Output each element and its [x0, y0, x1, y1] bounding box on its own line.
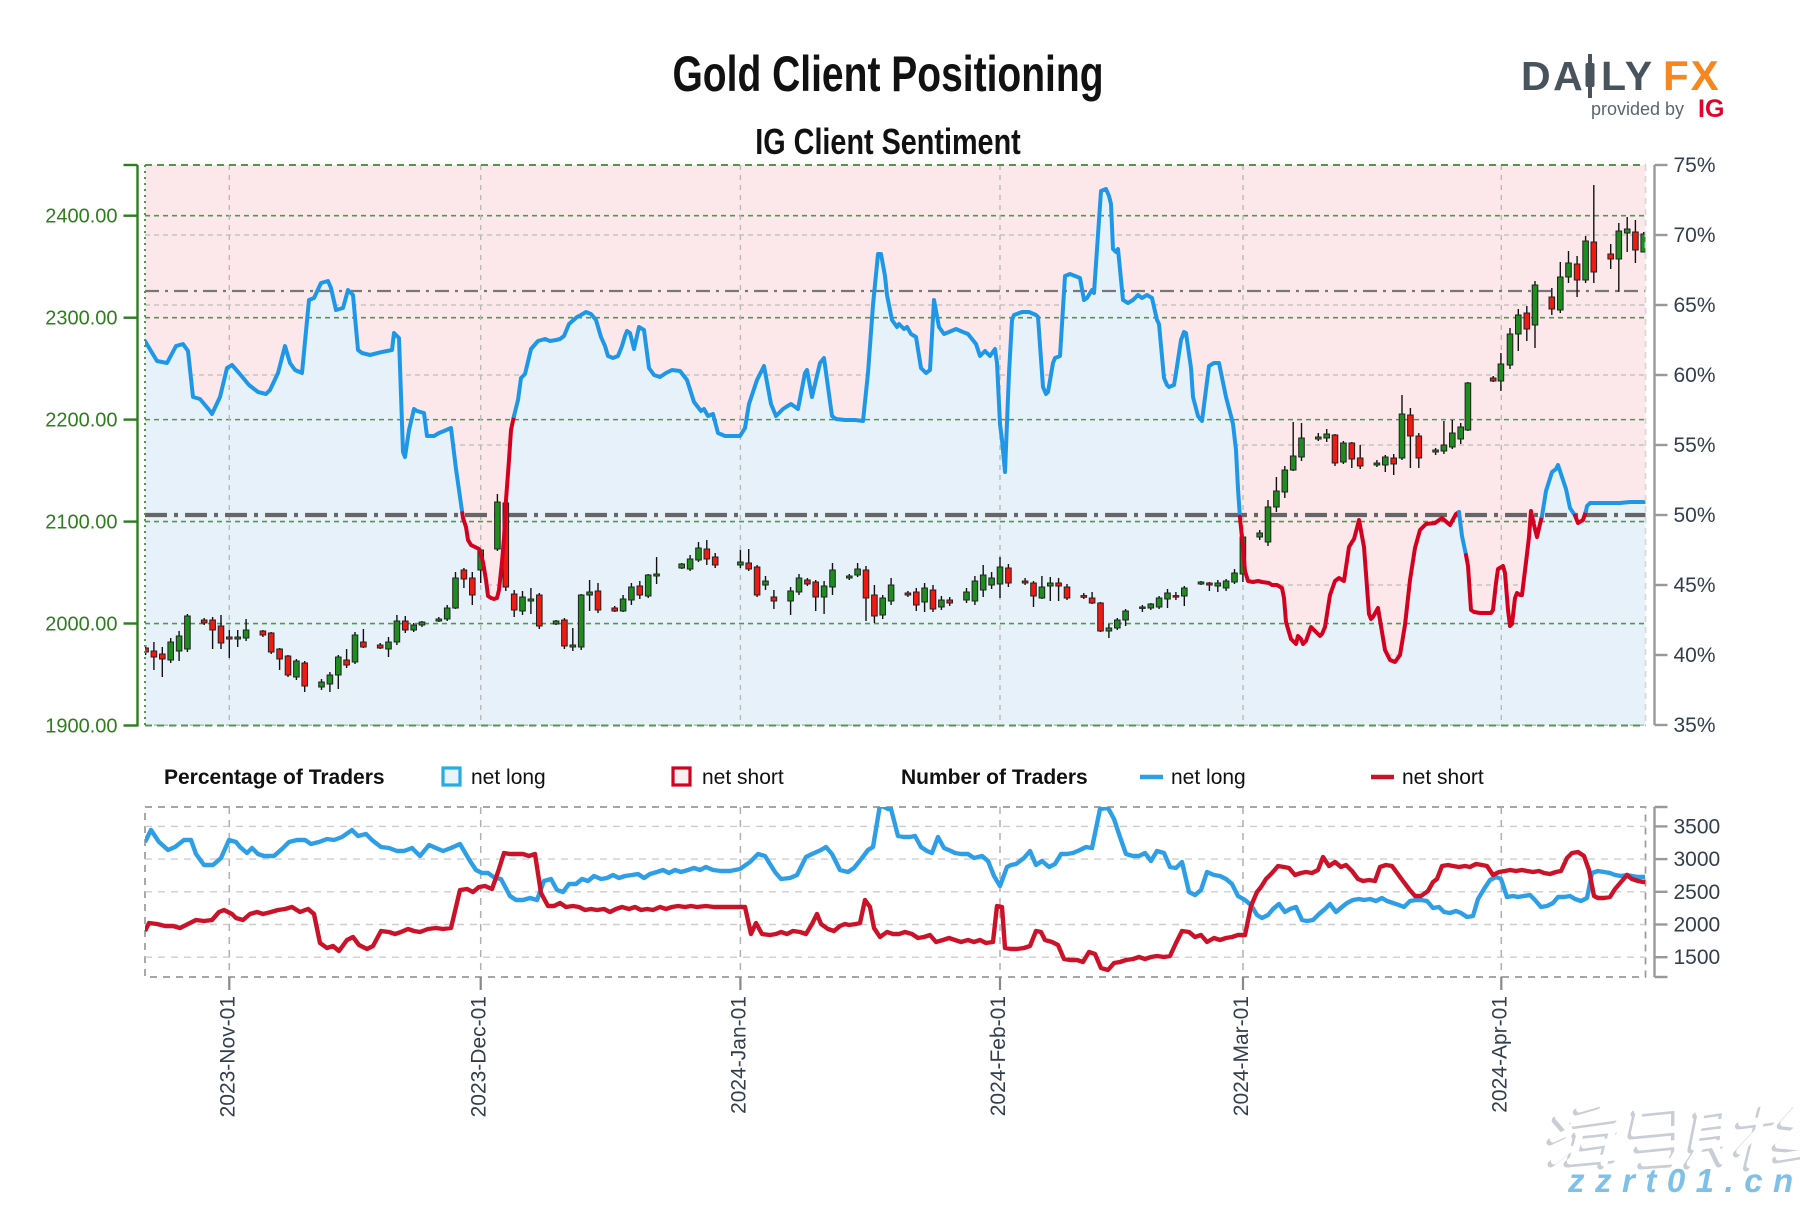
svg-text:1900.00: 1900.00: [45, 716, 117, 738]
svg-text:2024-Mar-01: 2024-Mar-01: [1230, 996, 1253, 1116]
svg-text:40%: 40%: [1674, 644, 1716, 667]
svg-text:2024-Apr-01: 2024-Apr-01: [1488, 996, 1511, 1113]
svg-text:45%: 45%: [1674, 574, 1716, 597]
svg-text:60%: 60%: [1674, 364, 1716, 387]
svg-text:Number of Traders: Number of Traders: [901, 766, 1088, 789]
svg-text:2500: 2500: [1674, 881, 1721, 904]
svg-text:net long: net long: [471, 766, 546, 789]
svg-text:2024-Feb-01: 2024-Feb-01: [987, 996, 1010, 1116]
svg-text:net short: net short: [1402, 766, 1484, 789]
svg-text:50%: 50%: [1674, 504, 1716, 527]
svg-text:FX: FX: [1663, 52, 1721, 99]
svg-text:2000.00: 2000.00: [45, 614, 117, 636]
svg-text:net long: net long: [1171, 766, 1246, 789]
svg-text:3000: 3000: [1674, 848, 1721, 871]
svg-text:2000: 2000: [1674, 914, 1721, 937]
svg-text:55%: 55%: [1674, 434, 1716, 457]
svg-text:provided by: provided by: [1591, 99, 1684, 119]
svg-text:Percentage of Traders: Percentage of Traders: [164, 766, 385, 789]
svg-text:zzrt01.cn: zzrt01.cn: [1567, 1162, 1800, 1199]
svg-text:net short: net short: [702, 766, 784, 789]
svg-text:IG Client Sentiment: IG Client Sentiment: [755, 121, 1021, 162]
svg-text:2400.00: 2400.00: [45, 206, 117, 228]
svg-text:75%: 75%: [1674, 154, 1716, 177]
svg-text:3500: 3500: [1674, 815, 1721, 838]
svg-text:2023-Nov-01: 2023-Nov-01: [216, 996, 239, 1117]
svg-text:IG: IG: [1698, 95, 1724, 123]
svg-text:2100.00: 2100.00: [45, 512, 117, 534]
svg-text:1500: 1500: [1674, 946, 1721, 969]
svg-text:2023-Dec-01: 2023-Dec-01: [468, 996, 491, 1117]
svg-text:65%: 65%: [1674, 294, 1716, 317]
svg-text:2300.00: 2300.00: [45, 308, 117, 330]
svg-text:70%: 70%: [1674, 224, 1716, 247]
svg-text:LY: LY: [1601, 53, 1655, 99]
svg-text:2024-Jan-01: 2024-Jan-01: [727, 996, 750, 1114]
svg-text:35%: 35%: [1674, 714, 1716, 737]
svg-text:DA: DA: [1521, 53, 1585, 99]
svg-text:2200.00: 2200.00: [45, 410, 117, 432]
svg-text:Gold Client Positioning: Gold Client Positioning: [672, 45, 1103, 102]
